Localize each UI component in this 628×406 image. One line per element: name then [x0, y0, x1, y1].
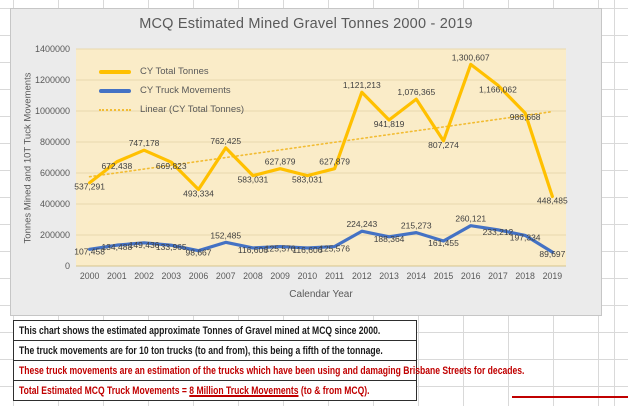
- data-label: 669,823: [156, 161, 187, 171]
- notes-block: This chart shows the estimated approxima…: [13, 320, 524, 401]
- y-tick-label: 1400000: [35, 44, 70, 54]
- note-row-4[interactable]: Total Estimated MCQ Truck Movements = 8 …: [14, 381, 416, 400]
- x-tick-label: 2011: [325, 271, 344, 281]
- x-tick-label: 2009: [270, 271, 290, 281]
- data-label: 134,488: [101, 242, 132, 252]
- x-tick-label: 2013: [379, 271, 399, 281]
- x-tick-label: 2003: [161, 271, 181, 281]
- x-tick-label: 2019: [543, 271, 563, 281]
- x-tick-label: 2007: [216, 271, 236, 281]
- data-label: 493,334: [183, 189, 214, 199]
- data-label: 260,121: [455, 214, 486, 224]
- x-tick-label: 2002: [134, 271, 154, 281]
- data-label: 161,455: [428, 238, 459, 248]
- data-label: 89,697: [539, 249, 565, 259]
- chart-title: MCQ Estimated Mined Gravel Tonnes 2000 -…: [139, 16, 473, 32]
- data-label: 537,291: [74, 182, 105, 192]
- x-axis-title: Calendar Year: [289, 289, 353, 300]
- y-tick-label: 0: [65, 261, 70, 271]
- note-text: This chart shows the estimated approxima…: [19, 325, 381, 337]
- data-label: 762,425: [210, 136, 241, 146]
- data-label: 1,166,062: [479, 84, 517, 94]
- legend-swatch-trucks: [99, 88, 131, 93]
- legend-item-trendline[interactable]: Linear (CY Total Tonnes): [99, 100, 244, 119]
- note-text: These truck movements are an estimation …: [19, 365, 525, 377]
- data-label: 583,031: [238, 175, 269, 185]
- data-label: 125,576: [265, 244, 296, 254]
- x-tick-label: 2012: [352, 271, 372, 281]
- y-tick-label: 400000: [40, 199, 70, 209]
- data-label: 233,212: [483, 227, 514, 237]
- data-label: 107,458: [74, 246, 105, 256]
- legend-label: CY Total Tonnes: [140, 66, 209, 77]
- legend-label: Linear (CY Total Tonnes): [140, 104, 245, 115]
- data-label: 188,364: [374, 234, 405, 244]
- data-label: 1,300,607: [452, 52, 490, 62]
- data-label: 941,819: [374, 119, 405, 129]
- data-label: 627,879: [265, 157, 296, 167]
- data-label: 583,031: [292, 175, 323, 185]
- x-tick-label: 2015: [434, 271, 454, 281]
- series-line-cy-total-tonnes[interactable]: [88, 62, 554, 199]
- y-axis-title: Tonnes Mined and 10T Tuck Movements: [22, 72, 34, 244]
- x-tick-label: 2017: [488, 271, 508, 281]
- x-tick-label: 2008: [243, 271, 263, 281]
- data-label: 152,485: [210, 230, 241, 240]
- x-tick-label: 2001: [107, 271, 127, 281]
- y-tick-label: 600000: [40, 168, 70, 178]
- data-label: 116,606: [292, 245, 322, 255]
- y-tick-label: 200000: [40, 230, 70, 240]
- data-label: 224,243: [346, 219, 377, 229]
- data-label: 1,121,213: [343, 80, 381, 90]
- x-tick-label: 2000: [80, 271, 100, 281]
- legend-swatch-tonnes: [99, 69, 131, 74]
- chart-canvas: 0 200000 400000 600000 800000 1000000 1200000 1…: [35, 44, 568, 281]
- note-text: The truck movements are for 10 ton truck…: [19, 345, 383, 357]
- trendline-linear-total-tonnes[interactable]: [88, 110, 554, 178]
- legend-label: CY Truck Movements: [140, 85, 231, 96]
- data-label: 627,879: [319, 157, 350, 167]
- chart-legend: CY Total Tonnes CY Truck Movements Linea…: [99, 62, 244, 119]
- series-line-cy-truck-movements[interactable]: [88, 224, 554, 254]
- legend-item-total-tonnes[interactable]: CY Total Tonnes: [99, 62, 244, 81]
- legend-item-truck-movements[interactable]: CY Truck Movements: [99, 81, 244, 100]
- data-label: 672,438: [101, 161, 132, 171]
- x-tick-label: 2014: [406, 271, 426, 281]
- note-row-2[interactable]: The truck movements are for 10 ton truck…: [14, 341, 416, 361]
- data-label: 197,334: [510, 232, 541, 242]
- y-tick-label: 1000000: [35, 106, 70, 116]
- data-label: 986,668: [510, 112, 541, 122]
- data-label: 448,485: [537, 195, 568, 205]
- underlined-total: 8 Million Truck Movements: [189, 385, 299, 397]
- x-tick-label: 2006: [189, 271, 209, 281]
- red-underline-shape: [512, 396, 628, 398]
- x-tick-label: 2010: [298, 271, 318, 281]
- data-label: 98,667: [186, 248, 212, 258]
- data-label: 1,076,365: [397, 87, 435, 97]
- chart-frame[interactable]: 0 200000 400000 600000 800000 1000000 1200000 1…: [10, 8, 602, 316]
- note-row-1[interactable]: This chart shows the estimated approxima…: [14, 321, 416, 341]
- data-label: 125,576: [319, 244, 350, 254]
- note-text: Total Estimated MCQ Truck Movements = 8 …: [19, 385, 370, 397]
- note-row-3[interactable]: These truck movements are an estimation …: [14, 361, 524, 381]
- worksheet-gridline: [614, 0, 615, 406]
- y-tick-label: 800000: [40, 137, 70, 147]
- data-label: 747,178: [129, 138, 160, 148]
- data-label: 133,965: [156, 242, 187, 252]
- data-label: 215,273: [401, 221, 432, 231]
- data-label: 807,274: [428, 140, 459, 150]
- legend-swatch-trendline: [99, 108, 131, 111]
- data-label: 149,436: [129, 240, 160, 250]
- y-tick-label: 1200000: [35, 75, 70, 85]
- x-tick-label: 2018: [515, 271, 535, 281]
- data-label: 116,606: [238, 245, 268, 255]
- x-tick-label: 2016: [461, 271, 481, 281]
